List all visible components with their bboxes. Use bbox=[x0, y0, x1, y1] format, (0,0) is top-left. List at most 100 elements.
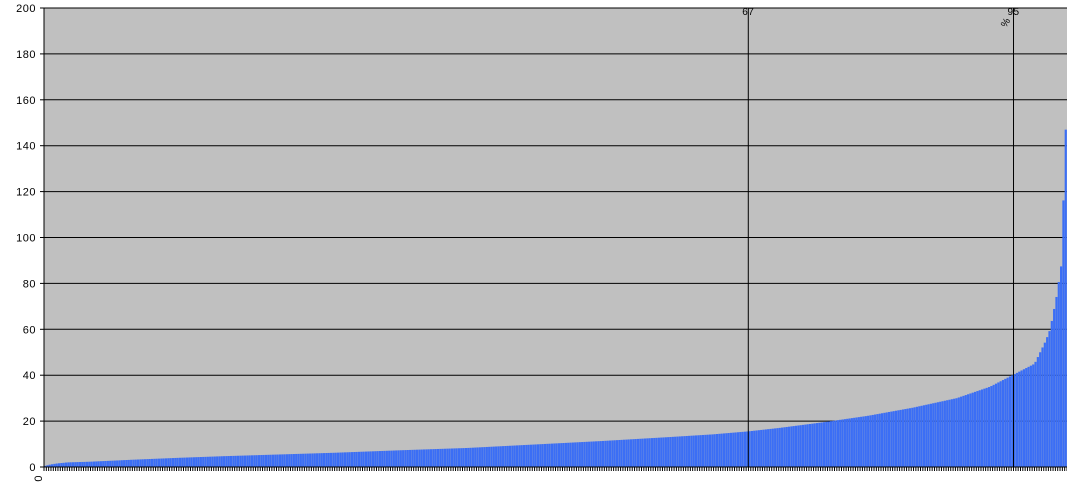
bar bbox=[885, 412, 888, 467]
bar bbox=[369, 451, 372, 467]
bar bbox=[195, 457, 198, 467]
bar bbox=[1064, 129, 1067, 467]
x-tick-label: 0 bbox=[33, 475, 45, 482]
bar bbox=[657, 437, 660, 467]
bar bbox=[509, 445, 512, 467]
bar bbox=[890, 411, 893, 467]
bar bbox=[1057, 281, 1060, 467]
bar bbox=[99, 461, 102, 467]
bar bbox=[104, 460, 107, 467]
bars bbox=[44, 129, 1067, 468]
bar bbox=[1032, 364, 1035, 467]
bar bbox=[825, 421, 828, 467]
bar bbox=[855, 417, 858, 467]
bar bbox=[941, 401, 944, 467]
bar bbox=[123, 460, 126, 467]
bar bbox=[857, 417, 860, 467]
bar bbox=[932, 403, 935, 467]
bar bbox=[302, 453, 305, 467]
bar bbox=[574, 442, 577, 467]
bar bbox=[553, 443, 556, 467]
bar bbox=[267, 454, 270, 467]
bar bbox=[711, 434, 714, 467]
bar bbox=[381, 450, 384, 467]
bar bbox=[230, 455, 233, 467]
bar bbox=[383, 450, 386, 467]
bar bbox=[390, 450, 393, 467]
bar bbox=[629, 439, 633, 467]
bar bbox=[457, 448, 461, 467]
bar bbox=[599, 441, 602, 467]
bar bbox=[353, 452, 356, 467]
bar bbox=[781, 427, 784, 467]
bar bbox=[506, 445, 509, 467]
bar bbox=[1011, 375, 1014, 467]
bar bbox=[250, 455, 254, 467]
bar bbox=[478, 447, 481, 467]
bar bbox=[95, 461, 98, 467]
bar bbox=[134, 459, 137, 467]
bar bbox=[811, 423, 814, 467]
bar bbox=[555, 443, 558, 467]
bar bbox=[269, 454, 272, 467]
bar bbox=[236, 455, 240, 467]
bar bbox=[560, 443, 563, 467]
bar bbox=[176, 457, 179, 467]
bar bbox=[543, 443, 547, 467]
bar bbox=[385, 450, 388, 467]
bar bbox=[897, 410, 900, 467]
bar bbox=[420, 449, 423, 467]
bar bbox=[78, 462, 82, 467]
bar bbox=[102, 461, 105, 467]
bar bbox=[150, 458, 154, 467]
bar bbox=[681, 436, 684, 467]
bar bbox=[1046, 337, 1049, 467]
bar bbox=[88, 461, 91, 467]
bar bbox=[216, 456, 219, 467]
bar bbox=[257, 455, 261, 467]
bar bbox=[399, 450, 402, 467]
bar bbox=[753, 430, 756, 467]
bar bbox=[841, 419, 844, 467]
bar bbox=[806, 424, 809, 467]
bar bbox=[348, 452, 351, 467]
bar bbox=[548, 443, 551, 467]
y-tick-label: 0 bbox=[29, 462, 36, 474]
bar bbox=[927, 404, 930, 467]
bar bbox=[676, 436, 679, 467]
bar bbox=[325, 453, 328, 467]
bar bbox=[192, 457, 195, 467]
bar bbox=[467, 447, 470, 467]
bar bbox=[188, 457, 191, 467]
bar bbox=[443, 448, 447, 467]
bar bbox=[1018, 371, 1021, 467]
bar bbox=[441, 448, 444, 467]
bar bbox=[162, 458, 165, 467]
bar bbox=[660, 437, 663, 467]
bar bbox=[525, 444, 528, 467]
bar bbox=[1022, 369, 1025, 467]
bar bbox=[764, 429, 767, 467]
bar bbox=[323, 453, 326, 467]
bar bbox=[113, 460, 116, 467]
bar bbox=[829, 421, 833, 467]
bar bbox=[62, 462, 65, 467]
bar bbox=[488, 446, 491, 467]
bar bbox=[1039, 352, 1042, 467]
bar bbox=[920, 405, 923, 467]
bar bbox=[911, 407, 914, 467]
bar bbox=[85, 461, 89, 467]
bar bbox=[1048, 331, 1051, 467]
bar bbox=[557, 443, 560, 467]
bar bbox=[618, 439, 621, 467]
bar bbox=[797, 425, 800, 467]
bar bbox=[513, 445, 516, 467]
bar bbox=[741, 431, 744, 467]
bar bbox=[313, 453, 316, 467]
bar bbox=[671, 436, 674, 467]
bar bbox=[306, 453, 309, 467]
bar bbox=[562, 442, 565, 467]
bar bbox=[853, 417, 856, 467]
bar bbox=[648, 438, 651, 467]
